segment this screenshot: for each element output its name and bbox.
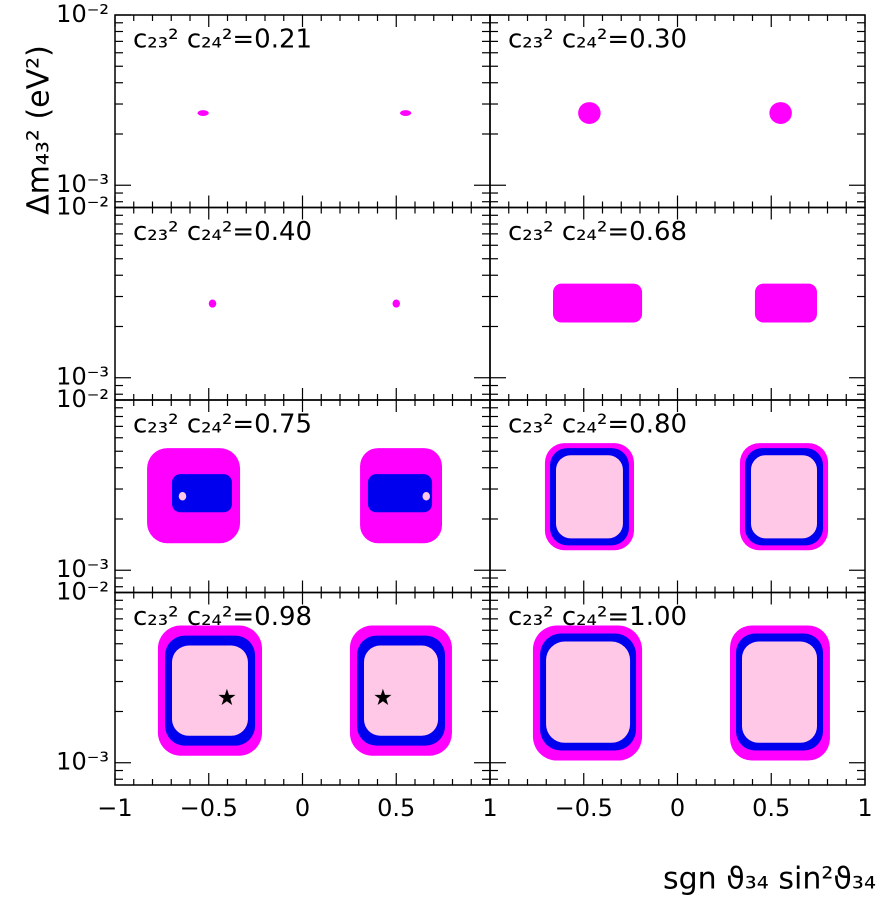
confidence-region	[208, 299, 217, 308]
x-tick-label: 0	[295, 794, 310, 822]
confidence-region	[742, 641, 817, 743]
confidence-region	[769, 102, 792, 124]
confidence-region	[754, 283, 817, 323]
y-axis-title: Δm₄₃² (eV²)	[22, 45, 57, 215]
panel-label: c₂₃² c₂₄²=0.80	[508, 410, 687, 440]
best-fit-star	[374, 688, 392, 705]
x-tick-label: 0.5	[752, 794, 790, 822]
best-fit-star	[218, 688, 236, 705]
x-tick-label: 0.5	[377, 794, 415, 822]
confidence-region	[172, 474, 232, 513]
x-tick-label: −0.5	[555, 794, 613, 822]
y-tick-label: 10⁻³	[56, 555, 109, 583]
panel-label: c₂₃² c₂₄²=0.40	[133, 217, 312, 247]
x-tick-label: 1	[482, 794, 497, 822]
confidence-region	[392, 299, 400, 308]
y-tick-label: 10⁻²	[56, 0, 109, 28]
x-tick-label: 0	[670, 794, 685, 822]
y-tick-label: 10⁻³	[56, 363, 109, 391]
confidence-region	[751, 455, 817, 539]
panel-frame	[489, 591, 866, 786]
y-tick-label: 10⁻³	[56, 170, 109, 198]
confidence-region	[172, 645, 248, 736]
confidence-region	[546, 641, 631, 743]
x-tick-label: 1	[857, 794, 872, 822]
x-tick-label: −0.5	[180, 794, 238, 822]
y-tick-label: 10⁻²	[56, 385, 109, 413]
panel-label: c₂₃² c₂₄²=0.75	[133, 410, 312, 440]
x-axis-title: sgn ϑ₃₄ sin²ϑ₃₄	[663, 862, 876, 897]
confidence-region	[422, 492, 430, 501]
confidence-region	[400, 110, 412, 117]
y-tick-label: 10⁻³	[56, 748, 109, 776]
confidence-region	[578, 102, 601, 124]
y-tick-label: 10⁻²	[56, 578, 109, 606]
panel-label: c₂₃² c₂₄²=1.00	[508, 602, 687, 632]
confidence-region	[178, 492, 187, 501]
panel-label: c₂₃² c₂₄²=0.21	[133, 25, 312, 55]
panel-label: c₂₃² c₂₄²=0.68	[508, 217, 687, 247]
confidence-region	[367, 474, 433, 513]
y-tick-label: 10⁻²	[56, 193, 109, 221]
confidence-region	[556, 455, 623, 539]
panel-label: c₂₃² c₂₄²=0.30	[508, 25, 687, 55]
panel-label: c₂₃² c₂₄²=0.98	[133, 602, 312, 632]
confidence-region	[364, 645, 439, 736]
confidence-region	[197, 110, 209, 117]
confidence-region	[553, 283, 643, 323]
x-tick-label: −1	[97, 794, 132, 822]
